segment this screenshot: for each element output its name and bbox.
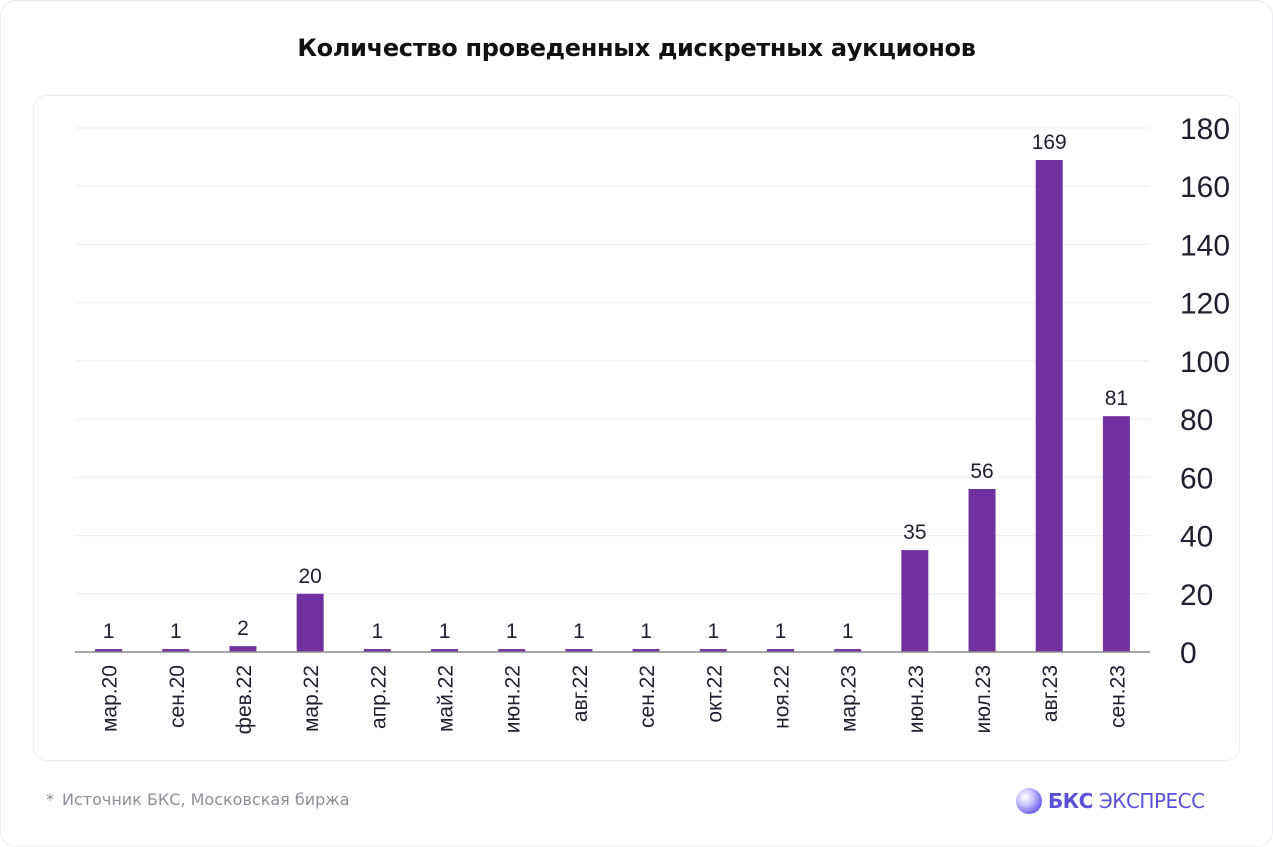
bar: [95, 649, 123, 652]
bar: [296, 593, 324, 652]
bar: [1102, 416, 1130, 652]
y-tick-label: 160: [1180, 171, 1230, 204]
bar: [498, 649, 526, 652]
y-tick-label: 60: [1180, 462, 1213, 495]
bar: [162, 649, 190, 652]
x-tick-label: окт.22: [703, 665, 726, 723]
x-tick-label: июл.23: [972, 665, 995, 733]
data-label: 169: [1032, 131, 1067, 154]
bar: [699, 649, 727, 652]
source-footnote: * Источник БКС, Московская биржа: [46, 790, 350, 809]
bar: [834, 649, 862, 652]
chart-title: Количество проведенных дискретных аукцио…: [297, 34, 976, 62]
y-tick-label: 100: [1180, 346, 1230, 379]
bar: [632, 649, 660, 652]
bar: [363, 649, 391, 652]
x-tick-label: июн.22: [502, 665, 525, 733]
x-tick-label: фев.22: [233, 665, 256, 734]
data-label: 1: [439, 620, 451, 643]
x-axis-ticks: мар.20 сен.20 фев.22 мар.22 апр.22 май.22 июн.…: [99, 665, 1130, 734]
brand-subname: ЭКСПРЕСС: [1098, 789, 1205, 813]
data-label: 35: [903, 521, 926, 544]
brand-name: БКС: [1048, 789, 1093, 813]
sphere-logo-icon: [1016, 788, 1042, 814]
y-axis-ticks: 0 20 40 60 80 100 120 140 160 180: [1180, 113, 1230, 670]
bar: [565, 649, 593, 652]
y-tick-label: 120: [1180, 288, 1230, 321]
x-tick-label: ноя.22: [770, 665, 793, 729]
x-tick-label: авг.22: [569, 665, 592, 722]
x-tick-label: сен.20: [166, 665, 189, 728]
data-label: 1: [842, 620, 854, 643]
data-label: 1: [170, 620, 182, 643]
bar: [229, 646, 257, 652]
data-label: 1: [103, 620, 115, 643]
x-tick-label: май.22: [435, 665, 458, 732]
data-label: 56: [970, 460, 993, 483]
y-tick-label: 140: [1180, 229, 1230, 262]
footnote-marker: *: [46, 790, 54, 809]
data-label: 1: [707, 620, 719, 643]
x-tick-label: мар.23: [838, 665, 861, 732]
data-label: 1: [573, 620, 585, 643]
data-label: 1: [640, 620, 652, 643]
y-tick-label: 40: [1180, 521, 1213, 554]
data-label: 1: [372, 620, 384, 643]
data-label: 20: [298, 565, 321, 588]
y-tick-label: 0: [1180, 637, 1197, 670]
data-labels: 1 1 2 20 1 1 1 1 1 1 1 1 35 56 169 81: [103, 131, 1128, 643]
x-tick-label: авг.23: [1039, 665, 1062, 722]
y-tick-label: 80: [1180, 404, 1213, 437]
data-label: 1: [506, 620, 518, 643]
footnote-text: Источник БКС, Московская биржа: [62, 790, 350, 809]
bar: [431, 649, 459, 652]
data-label: 81: [1105, 387, 1128, 410]
bar: [968, 488, 996, 652]
bar: [766, 649, 794, 652]
brand-logo: БКС ЭКСПРЕСС: [1016, 786, 1205, 816]
data-label: 1: [775, 620, 787, 643]
y-tick-label: 180: [1180, 113, 1230, 146]
x-tick-label: мар.22: [300, 665, 323, 732]
data-label: 2: [237, 617, 249, 640]
x-tick-label: мар.20: [99, 665, 122, 732]
y-tick-label: 20: [1180, 579, 1213, 612]
x-tick-label: апр.22: [367, 665, 390, 729]
x-tick-label: сен.23: [1106, 665, 1129, 728]
bars: [95, 160, 1130, 652]
x-tick-label: сен.22: [636, 665, 659, 728]
bar: [901, 550, 929, 652]
bar: [1035, 160, 1063, 652]
x-tick-label: июн.23: [905, 665, 928, 733]
